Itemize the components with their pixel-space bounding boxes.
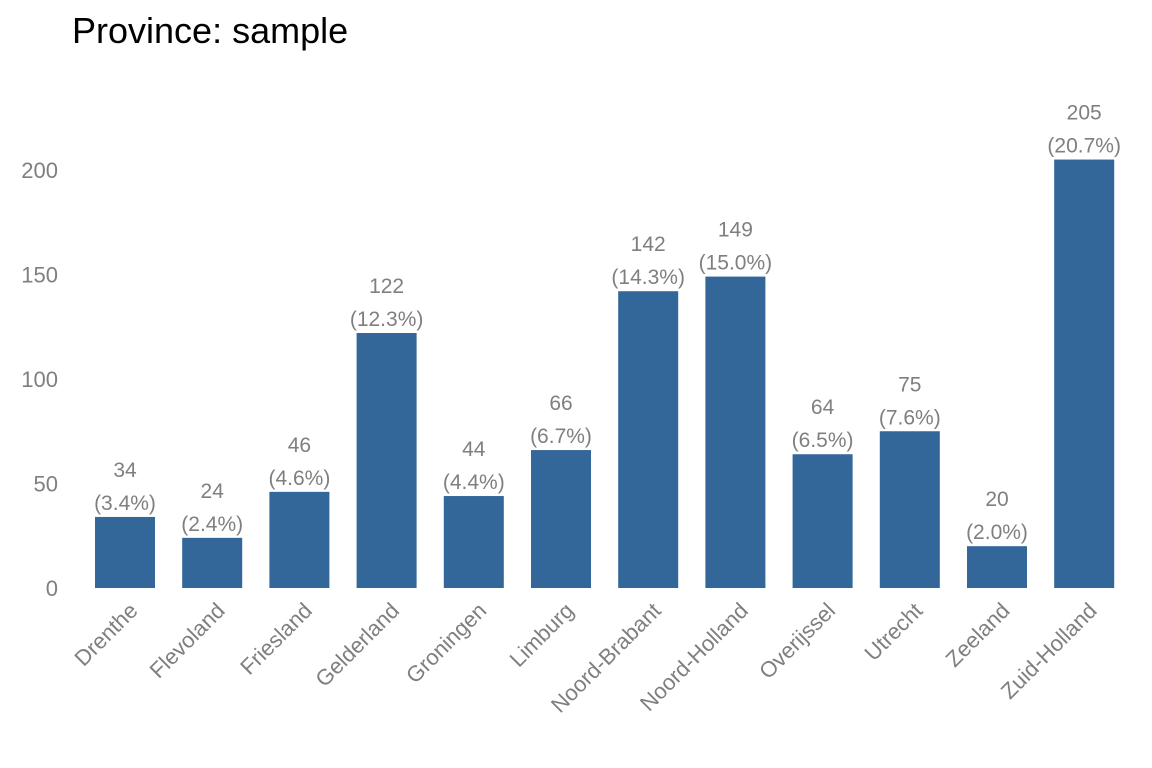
y-tick-label: 150 <box>21 263 58 288</box>
x-category-label: Utrecht <box>860 598 928 666</box>
chart-title: Province: sample <box>72 10 349 51</box>
bar-percent-label: (2.4%) <box>181 513 243 536</box>
bar-percent-label: (4.4%) <box>443 471 505 494</box>
bar <box>879 431 940 588</box>
bar <box>95 516 155 588</box>
bar-value-label: 34 <box>113 459 137 482</box>
bar-percent-label: (3.4%) <box>94 492 156 515</box>
bar <box>1054 159 1115 589</box>
bar-percent-label: (14.3%) <box>611 266 685 289</box>
bar-percent-label: (20.7%) <box>1047 135 1121 158</box>
y-tick-label: 200 <box>21 158 58 183</box>
bar-value-label: 64 <box>811 396 835 419</box>
x-category-label: Gelderland <box>310 598 404 692</box>
bar-value-label: 142 <box>631 233 666 256</box>
bar-value-label: 75 <box>898 373 921 396</box>
bar-percent-label: (4.6%) <box>268 467 330 490</box>
bar-percent-label: (12.3%) <box>350 308 424 331</box>
bar-percent-label: (6.7%) <box>530 425 592 448</box>
x-category-label: Groningen <box>401 598 491 688</box>
x-category-label: Zeeland <box>941 598 1015 672</box>
y-tick-label: 50 <box>34 472 58 497</box>
bar-percent-label: (7.6%) <box>879 406 941 429</box>
x-category-label: Drenthe <box>70 598 143 671</box>
x-category-label: Overijssel <box>754 598 840 684</box>
bar <box>443 496 504 588</box>
bar <box>967 546 1027 588</box>
x-category-label: Flevoland <box>145 598 230 683</box>
bar <box>182 537 243 588</box>
bar <box>269 491 330 588</box>
y-tick-label: 100 <box>21 367 58 392</box>
bar-value-label: 149 <box>718 219 753 242</box>
bar-value-label: 66 <box>549 392 572 415</box>
bar <box>705 276 766 588</box>
bar <box>618 291 679 588</box>
bar-percent-label: (2.0%) <box>966 521 1028 544</box>
bar-value-label: 122 <box>369 275 404 298</box>
bar-value-label: 205 <box>1067 102 1102 125</box>
bar-percent-label: (6.5%) <box>792 429 854 452</box>
bar-value-label: 44 <box>462 438 486 461</box>
bar <box>356 333 417 588</box>
bar <box>792 454 853 588</box>
bar-percent-label: (15.0%) <box>699 252 773 275</box>
x-category-label: Friesland <box>235 598 317 680</box>
bar-value-label: 24 <box>201 480 225 503</box>
bar-value-label: 46 <box>288 434 311 457</box>
bar <box>531 450 591 588</box>
y-tick-label: 0 <box>46 576 58 601</box>
bar-value-label: 20 <box>985 488 1008 511</box>
x-category-label: Limburg <box>505 598 579 672</box>
